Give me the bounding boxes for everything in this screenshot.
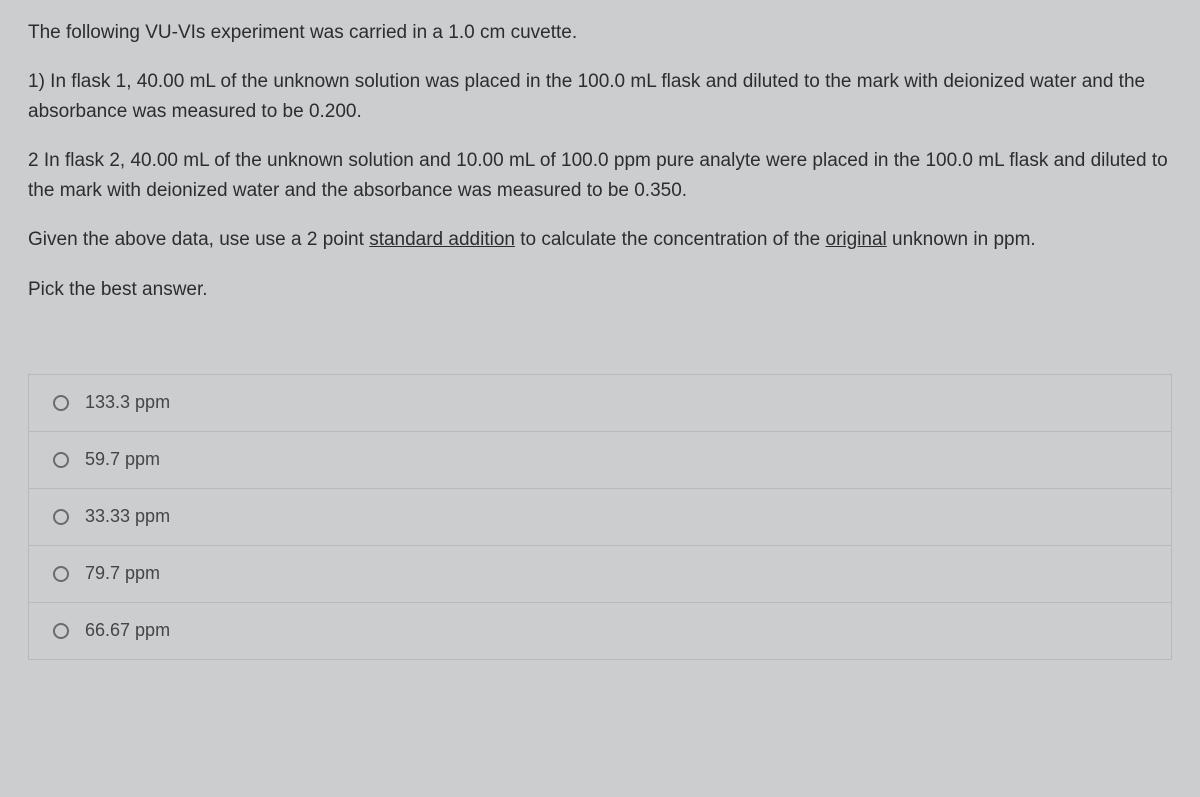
question-paragraph-2: 1) In flask 1, 40.00 mL of the unknown s… [28,67,1172,126]
radio-button[interactable] [53,452,69,468]
question-paragraph-3: 2 In flask 2, 40.00 mL of the unknown so… [28,146,1172,205]
option-row[interactable]: 66.67 ppm [29,603,1171,659]
question-p4-underline-1: standard addition [369,229,515,250]
radio-button[interactable] [53,623,69,639]
question-paragraph-4: Given the above data, use use a 2 point … [28,225,1172,254]
options-container: 133.3 ppm 59.7 ppm 33.33 ppm 79.7 ppm 66… [28,374,1172,659]
question-paragraph-5: Pick the best answer. [28,275,1172,304]
radio-button[interactable] [53,395,69,411]
question-paragraph-1: The following VU-VIs experiment was carr… [28,18,1172,47]
radio-button[interactable] [53,509,69,525]
question-p4-mid: to calculate the concentration of the [515,229,826,250]
option-row[interactable]: 133.3 ppm [29,375,1171,432]
question-text-block: The following VU-VIs experiment was carr… [28,18,1172,304]
question-p4-post: unknown in ppm. [887,229,1036,250]
option-label[interactable]: 33.33 ppm [85,503,170,531]
question-p4-pre: Given the above data, use use a 2 point [28,229,369,250]
question-p4-underline-2: original [826,229,887,250]
option-row[interactable]: 79.7 ppm [29,546,1171,603]
option-row[interactable]: 33.33 ppm [29,489,1171,546]
option-row[interactable]: 59.7 ppm [29,432,1171,489]
option-label[interactable]: 79.7 ppm [85,560,160,588]
option-label[interactable]: 133.3 ppm [85,389,170,417]
option-label[interactable]: 59.7 ppm [85,446,160,474]
radio-button[interactable] [53,566,69,582]
option-label[interactable]: 66.67 ppm [85,617,170,645]
